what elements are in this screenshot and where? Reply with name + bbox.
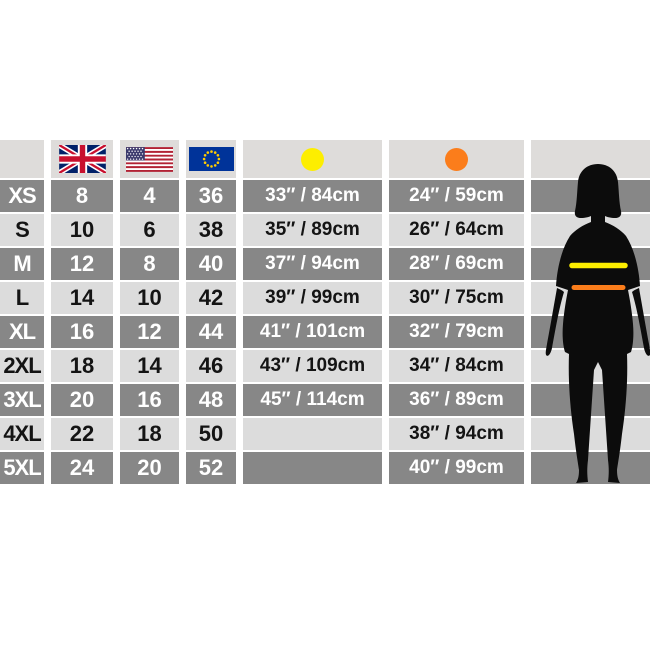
- uk-cell: 18: [51, 350, 113, 382]
- uk-cell: 10: [51, 214, 113, 246]
- us-cell: 8: [120, 248, 179, 280]
- us-cell: 16: [120, 384, 179, 416]
- figure-background-cell: [531, 214, 650, 246]
- waist-cell: 40″ / 99cm: [389, 452, 524, 484]
- figure-background-cell: [531, 316, 650, 348]
- figure-background-cell: [531, 452, 650, 484]
- waist-cell: 36″ / 89cm: [389, 384, 524, 416]
- waist-cell: 28″ / 69cm: [389, 248, 524, 280]
- waist-column-header: [389, 140, 524, 178]
- figure-background-cell: [531, 282, 650, 314]
- uk-column-header: [51, 140, 113, 178]
- us-cell: 10: [120, 282, 179, 314]
- waist-cell: 24″ / 59cm: [389, 180, 524, 212]
- waist-cell: 26″ / 64cm: [389, 214, 524, 246]
- size-cell: XL: [0, 316, 44, 348]
- uk-flag-icon: [58, 145, 106, 173]
- bust-cell: [243, 452, 382, 484]
- waist-cell: 32″ / 79cm: [389, 316, 524, 348]
- eu-cell: 48: [186, 384, 236, 416]
- eu-column-header: [186, 140, 236, 178]
- figure-background-cell: [531, 248, 650, 280]
- size-cell: L: [0, 282, 44, 314]
- eu-cell: 46: [186, 350, 236, 382]
- uk-cell: 8: [51, 180, 113, 212]
- figure-background-cell: [531, 350, 650, 382]
- waist-marker-icon: [445, 147, 468, 171]
- bust-cell: 35″ / 89cm: [243, 214, 382, 246]
- bust-cell: 37″ / 94cm: [243, 248, 382, 280]
- figure-background-cell: [531, 384, 650, 416]
- size-chart-table: XS 8 4 36 33″ / 84cm 24″ / 59cm S 10 6 38 35″ / 89…: [0, 140, 650, 484]
- waist-cell: 38″ / 94cm: [389, 418, 524, 450]
- eu-cell: 42: [186, 282, 236, 314]
- bust-cell: [243, 418, 382, 450]
- figure-column-header: [531, 140, 650, 178]
- bust-cell: 41″ / 101cm: [243, 316, 382, 348]
- uk-cell: 20: [51, 384, 113, 416]
- bust-cell: 33″ / 84cm: [243, 180, 382, 212]
- figure-background-cell: [531, 418, 650, 450]
- uk-cell: 14: [51, 282, 113, 314]
- eu-cell: 52: [186, 452, 236, 484]
- size-column-header: [0, 140, 44, 178]
- bust-cell: 45″ / 114cm: [243, 384, 382, 416]
- eu-cell: 36: [186, 180, 236, 212]
- size-cell: 2XL: [0, 350, 44, 382]
- size-cell: M: [0, 248, 44, 280]
- us-cell: 20: [120, 452, 179, 484]
- size-cell: S: [0, 214, 44, 246]
- uk-cell: 12: [51, 248, 113, 280]
- us-cell: 6: [120, 214, 179, 246]
- eu-cell: 44: [186, 316, 236, 348]
- bust-cell: 43″ / 109cm: [243, 350, 382, 382]
- figure-background-cell: [531, 180, 650, 212]
- eu-cell: 40: [186, 248, 236, 280]
- us-cell: 14: [120, 350, 179, 382]
- uk-cell: 24: [51, 452, 113, 484]
- waist-cell: 34″ / 84cm: [389, 350, 524, 382]
- us-cell: 18: [120, 418, 179, 450]
- bust-marker-icon: [301, 147, 324, 171]
- bust-column-header: [243, 140, 382, 178]
- us-column-header: [120, 140, 179, 178]
- uk-cell: 16: [51, 316, 113, 348]
- size-cell: 4XL: [0, 418, 44, 450]
- size-cell: XS: [0, 180, 44, 212]
- us-flag-stars: [126, 147, 144, 160]
- bust-cell: 39″ / 99cm: [243, 282, 382, 314]
- eu-cell: 38: [186, 214, 236, 246]
- eu-flag-stars: [202, 150, 220, 168]
- size-cell: 5XL: [0, 452, 44, 484]
- waist-cell: 30″ / 75cm: [389, 282, 524, 314]
- us-cell: 4: [120, 180, 179, 212]
- size-cell: 3XL: [0, 384, 44, 416]
- us-flag-icon: [126, 146, 173, 172]
- uk-cell: 22: [51, 418, 113, 450]
- us-cell: 12: [120, 316, 179, 348]
- eu-cell: 50: [186, 418, 236, 450]
- eu-flag-icon: [188, 147, 234, 171]
